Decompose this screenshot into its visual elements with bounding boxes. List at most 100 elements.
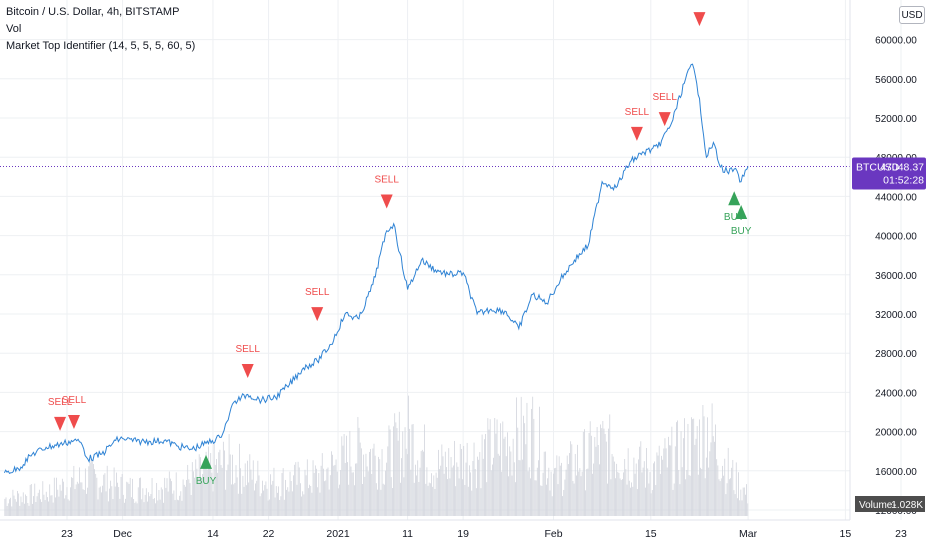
volume-bar: [140, 477, 141, 516]
volume-bar: [626, 484, 628, 516]
volume-bar: [653, 463, 654, 516]
volume-bar: [53, 477, 55, 516]
volume-bar: [379, 459, 381, 516]
volume-bar: [38, 489, 40, 516]
volume-bar: [84, 468, 86, 516]
volume-bar: [251, 479, 253, 516]
volume-bar: [327, 467, 329, 516]
volume-bar: [627, 448, 629, 516]
volume-bar: [597, 445, 599, 516]
volume-bar: [695, 438, 697, 516]
volume-bar: [578, 471, 580, 516]
volume-bar: [351, 472, 353, 516]
volume-bar: [570, 441, 572, 516]
volume-bar: [91, 460, 93, 516]
volume-bar: [173, 490, 175, 516]
volume-bar: [641, 472, 643, 516]
volume-bar: [371, 473, 373, 516]
volume-bar: [450, 457, 452, 516]
volume-bar: [398, 411, 400, 516]
buy-signal-label: BUY: [196, 476, 217, 487]
sell-signal-label: SELL: [652, 92, 677, 103]
currency-button[interactable]: USD: [899, 6, 925, 24]
time-axis[interactable]: 23 Dec 14 22 2021 11 19 Feb 15 Mar 15 23: [61, 528, 907, 540]
volume-bar: [682, 438, 684, 516]
volume-bar: [735, 462, 737, 516]
volume-bar: [318, 473, 320, 516]
time-axis-label: 23: [895, 528, 907, 540]
volume-bar: [642, 467, 644, 516]
volume-bar: [321, 453, 323, 516]
volume-bar: [51, 495, 53, 516]
volume-bar: [65, 495, 67, 516]
volume-bar: [57, 489, 59, 516]
volume-bar: [708, 467, 710, 516]
volume-bar: [618, 472, 620, 516]
volume-bar: [121, 474, 123, 516]
volume-bar: [372, 448, 374, 516]
volume-bar: [234, 482, 236, 516]
volume-bar: [247, 460, 248, 516]
volume-bar: [7, 503, 9, 516]
volume-bar: [421, 449, 423, 516]
volume-bar: [290, 481, 292, 516]
volume-bar: [666, 467, 668, 516]
volume-bar: [374, 455, 376, 516]
volume-bar: [692, 419, 693, 516]
volume-bar: [447, 479, 448, 516]
volume-bar: [45, 491, 47, 516]
volume-bar: [208, 446, 209, 516]
volume-bar: [144, 494, 146, 516]
volume-bar: [640, 441, 642, 516]
sell-signal-label: SELL: [48, 397, 73, 408]
volume-bar: [210, 453, 212, 516]
volume-bar: [426, 467, 428, 516]
volume-bar: [610, 479, 612, 516]
volume-bar: [329, 475, 331, 516]
volume-bar: [676, 422, 677, 516]
buy-signal-label: BUY: [731, 226, 752, 237]
volume-bar: [599, 464, 600, 516]
volume-bar: [612, 456, 614, 516]
price-axis-label: 52000.00: [875, 114, 917, 125]
volume-bar: [429, 483, 431, 516]
volume-bar: [362, 484, 363, 516]
volume-bar: [316, 468, 317, 516]
volume-bar: [687, 423, 689, 516]
volume-bar: [341, 436, 343, 516]
volume-bar: [532, 396, 534, 516]
volume-bar: [503, 438, 505, 516]
volume-bar: [310, 485, 312, 516]
volume-bar: [342, 445, 344, 516]
volume-bar: [564, 479, 566, 516]
volume-bar: [549, 490, 551, 516]
volume-bar: [360, 448, 362, 516]
volume-bar: [317, 487, 319, 516]
volume-bar: [613, 461, 615, 516]
volume-bar: [171, 481, 172, 516]
volume-bar: [348, 484, 350, 516]
volume-bar: [473, 442, 475, 516]
volume-bar: [474, 469, 476, 516]
volume-bar: [582, 431, 584, 516]
volume-bar: [12, 489, 14, 516]
time-axis-label: 2021: [326, 528, 350, 540]
volume-bar: [515, 482, 516, 516]
volume-bar: [217, 472, 218, 516]
price-axis[interactable]: 60000.0056000.0052000.0048000.0044000.00…: [875, 36, 917, 517]
volume-bar: [104, 473, 106, 516]
volume-bar: [240, 468, 241, 516]
time-axis-label: 11: [402, 528, 413, 540]
volume-bar: [557, 484, 559, 516]
volume-bar: [403, 477, 405, 516]
symbol-legend[interactable]: Bitcoin / U.S. Dollar, 4h, BITSTAMP: [6, 6, 180, 18]
volume-bar: [656, 452, 658, 516]
volume-bar: [487, 418, 489, 516]
indicator-legend[interactable]: Market Top Identifier (14, 5, 5, 5, 60, …: [6, 40, 196, 52]
volume-legend[interactable]: Vol: [6, 23, 22, 35]
volume-bar: [727, 447, 729, 516]
volume-bar: [551, 496, 553, 516]
volume-bar: [456, 462, 458, 516]
volume-bar: [531, 408, 532, 516]
